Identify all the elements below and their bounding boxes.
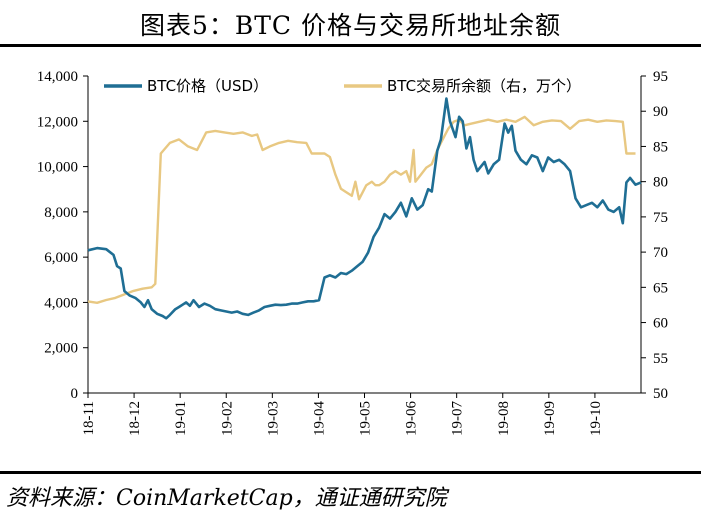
footer-divider xyxy=(0,471,701,474)
right-tick-label: 75 xyxy=(653,210,668,226)
title-divider xyxy=(0,44,701,47)
source-note: 资料来源：CoinMarketCap，通证通研究院 xyxy=(6,486,447,511)
right-tick-label: 85 xyxy=(653,139,668,155)
left-tick-label: 0 xyxy=(71,386,79,402)
left-tick-label: 14,000 xyxy=(37,69,78,85)
x-tick-label: 19-09 xyxy=(542,401,558,436)
legend-label-btc-price: BTC价格（USD） xyxy=(147,77,268,95)
x-axis-ticks: 18-11 18-12 19-01 19-02 19-03 19-04 19-05 19-06… xyxy=(81,393,604,436)
x-tick-label: 19-05 xyxy=(358,401,374,436)
x-tick-label: 19-04 xyxy=(311,401,327,436)
right-tick-label: 50 xyxy=(653,386,668,402)
right-tick-label: 60 xyxy=(653,316,668,332)
x-tick-label: 19-06 xyxy=(404,401,420,436)
x-tick-label: 19-08 xyxy=(496,401,512,436)
chart-title: 图表5：BTC 价格与交易所地址余额 xyxy=(139,11,562,40)
right-tick-label: 55 xyxy=(653,351,668,367)
left-tick-label: 2,000 xyxy=(44,341,78,357)
left-tick-label: 10,000 xyxy=(37,160,78,176)
series-line-exchange-balance xyxy=(87,115,636,304)
left-tick-label: 4,000 xyxy=(44,295,78,311)
series-line-btc-price xyxy=(87,97,642,320)
x-tick-label: 19-10 xyxy=(588,401,604,436)
legend-label-exchange-balance: BTC交易所余额（右，万个） xyxy=(387,77,581,95)
right-tick-label: 95 xyxy=(653,69,668,85)
left-tick-label: 8,000 xyxy=(44,205,78,221)
x-tick-label: 19-07 xyxy=(450,401,466,436)
x-tick-label: 19-02 xyxy=(219,401,235,436)
left-axis-ticks: 0 2,000 4,000 6,000 8,000 10,000 12,000 14,000 xyxy=(37,69,88,402)
left-tick-label: 12,000 xyxy=(37,114,78,130)
right-tick-label: 70 xyxy=(653,245,668,261)
x-tick-label: 18-12 xyxy=(127,401,143,436)
left-tick-label: 6,000 xyxy=(44,250,78,266)
x-tick-label: 18-11 xyxy=(81,401,97,435)
right-tick-label: 65 xyxy=(653,280,668,296)
chart-area: 02,0004,0006,0008,00010,00012,00014,000 … xyxy=(37,69,668,436)
right-axis-ticks: 50 55 60 65 70 75 80 85 90 95 xyxy=(641,69,668,402)
x-tick-label: 19-01 xyxy=(173,401,189,436)
right-tick-label: 80 xyxy=(653,175,668,191)
right-tick-label: 90 xyxy=(653,104,668,120)
series-layer xyxy=(87,97,642,320)
x-tick-label: 19-03 xyxy=(265,401,281,436)
